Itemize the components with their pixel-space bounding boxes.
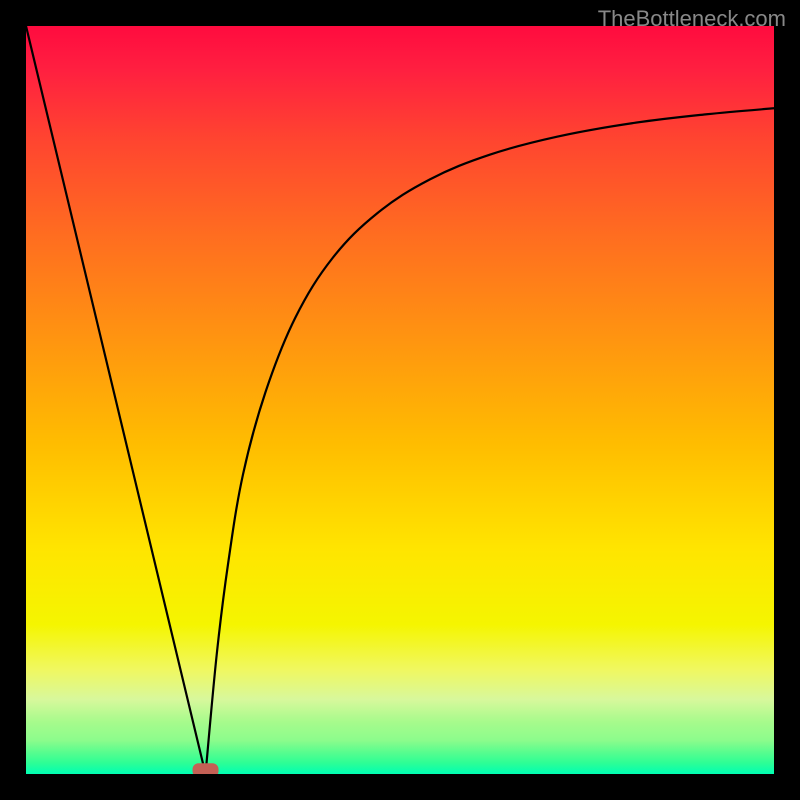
watermark-text: TheBottleneck.com xyxy=(598,6,786,32)
curve-layer xyxy=(26,26,774,774)
bottleneck-curve xyxy=(26,26,774,774)
vertex-marker xyxy=(193,763,219,774)
